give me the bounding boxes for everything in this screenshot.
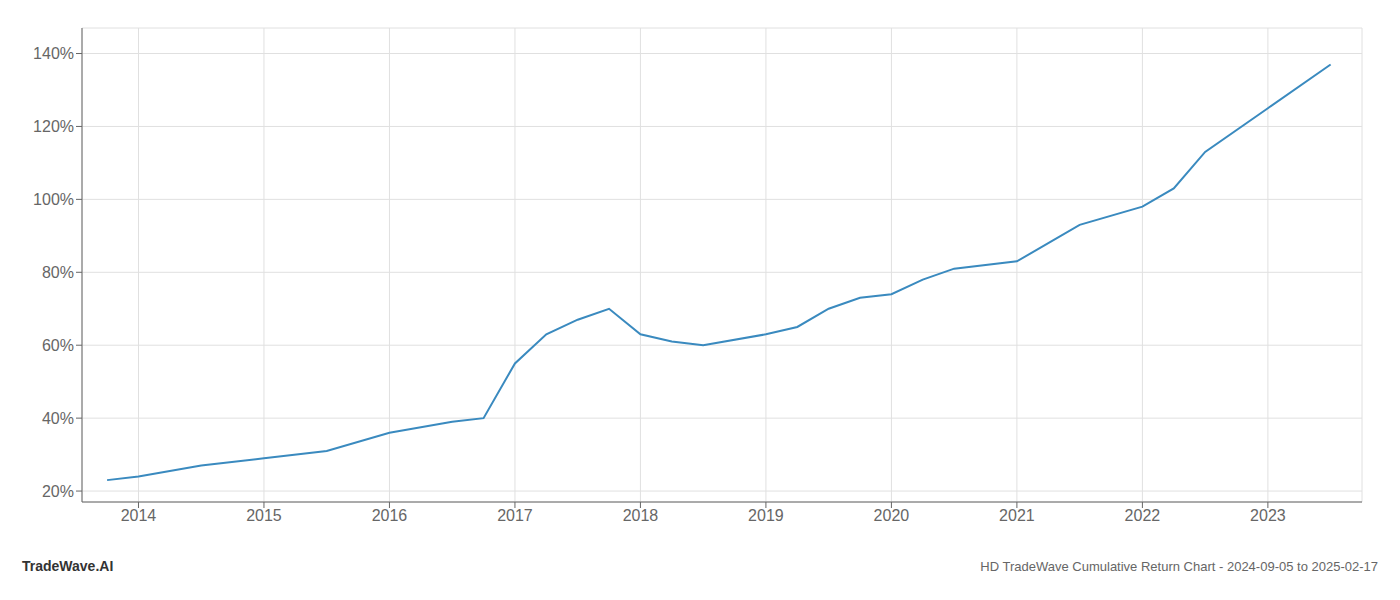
svg-text:2018: 2018 (623, 507, 659, 524)
svg-text:2023: 2023 (1250, 507, 1286, 524)
html-text:TradeWave.AI: TradeWave.AI (22, 558, 114, 574)
svg-text:80%: 80% (42, 264, 74, 281)
svg-text:2017: 2017 (497, 507, 533, 524)
svg-text:2016: 2016 (372, 507, 408, 524)
svg-text:40%: 40% (42, 410, 74, 427)
svg-text:2015: 2015 (246, 507, 282, 524)
svg-text:2022: 2022 (1125, 507, 1161, 524)
svg-text:120%: 120% (33, 118, 74, 135)
svg-text:100%: 100% (33, 191, 74, 208)
svg-text:2020: 2020 (874, 507, 910, 524)
svg-text:20%: 20% (42, 483, 74, 500)
svg-text:2014: 2014 (121, 507, 157, 524)
html-text:HD TradeWave Cumulative Return: HD TradeWave Cumulative Return Chart - 2… (980, 558, 1378, 574)
svg-text:140%: 140% (33, 45, 74, 62)
svg-text:2019: 2019 (748, 507, 784, 524)
svg-text:60%: 60% (42, 337, 74, 354)
svg-text:2021: 2021 (999, 507, 1035, 524)
